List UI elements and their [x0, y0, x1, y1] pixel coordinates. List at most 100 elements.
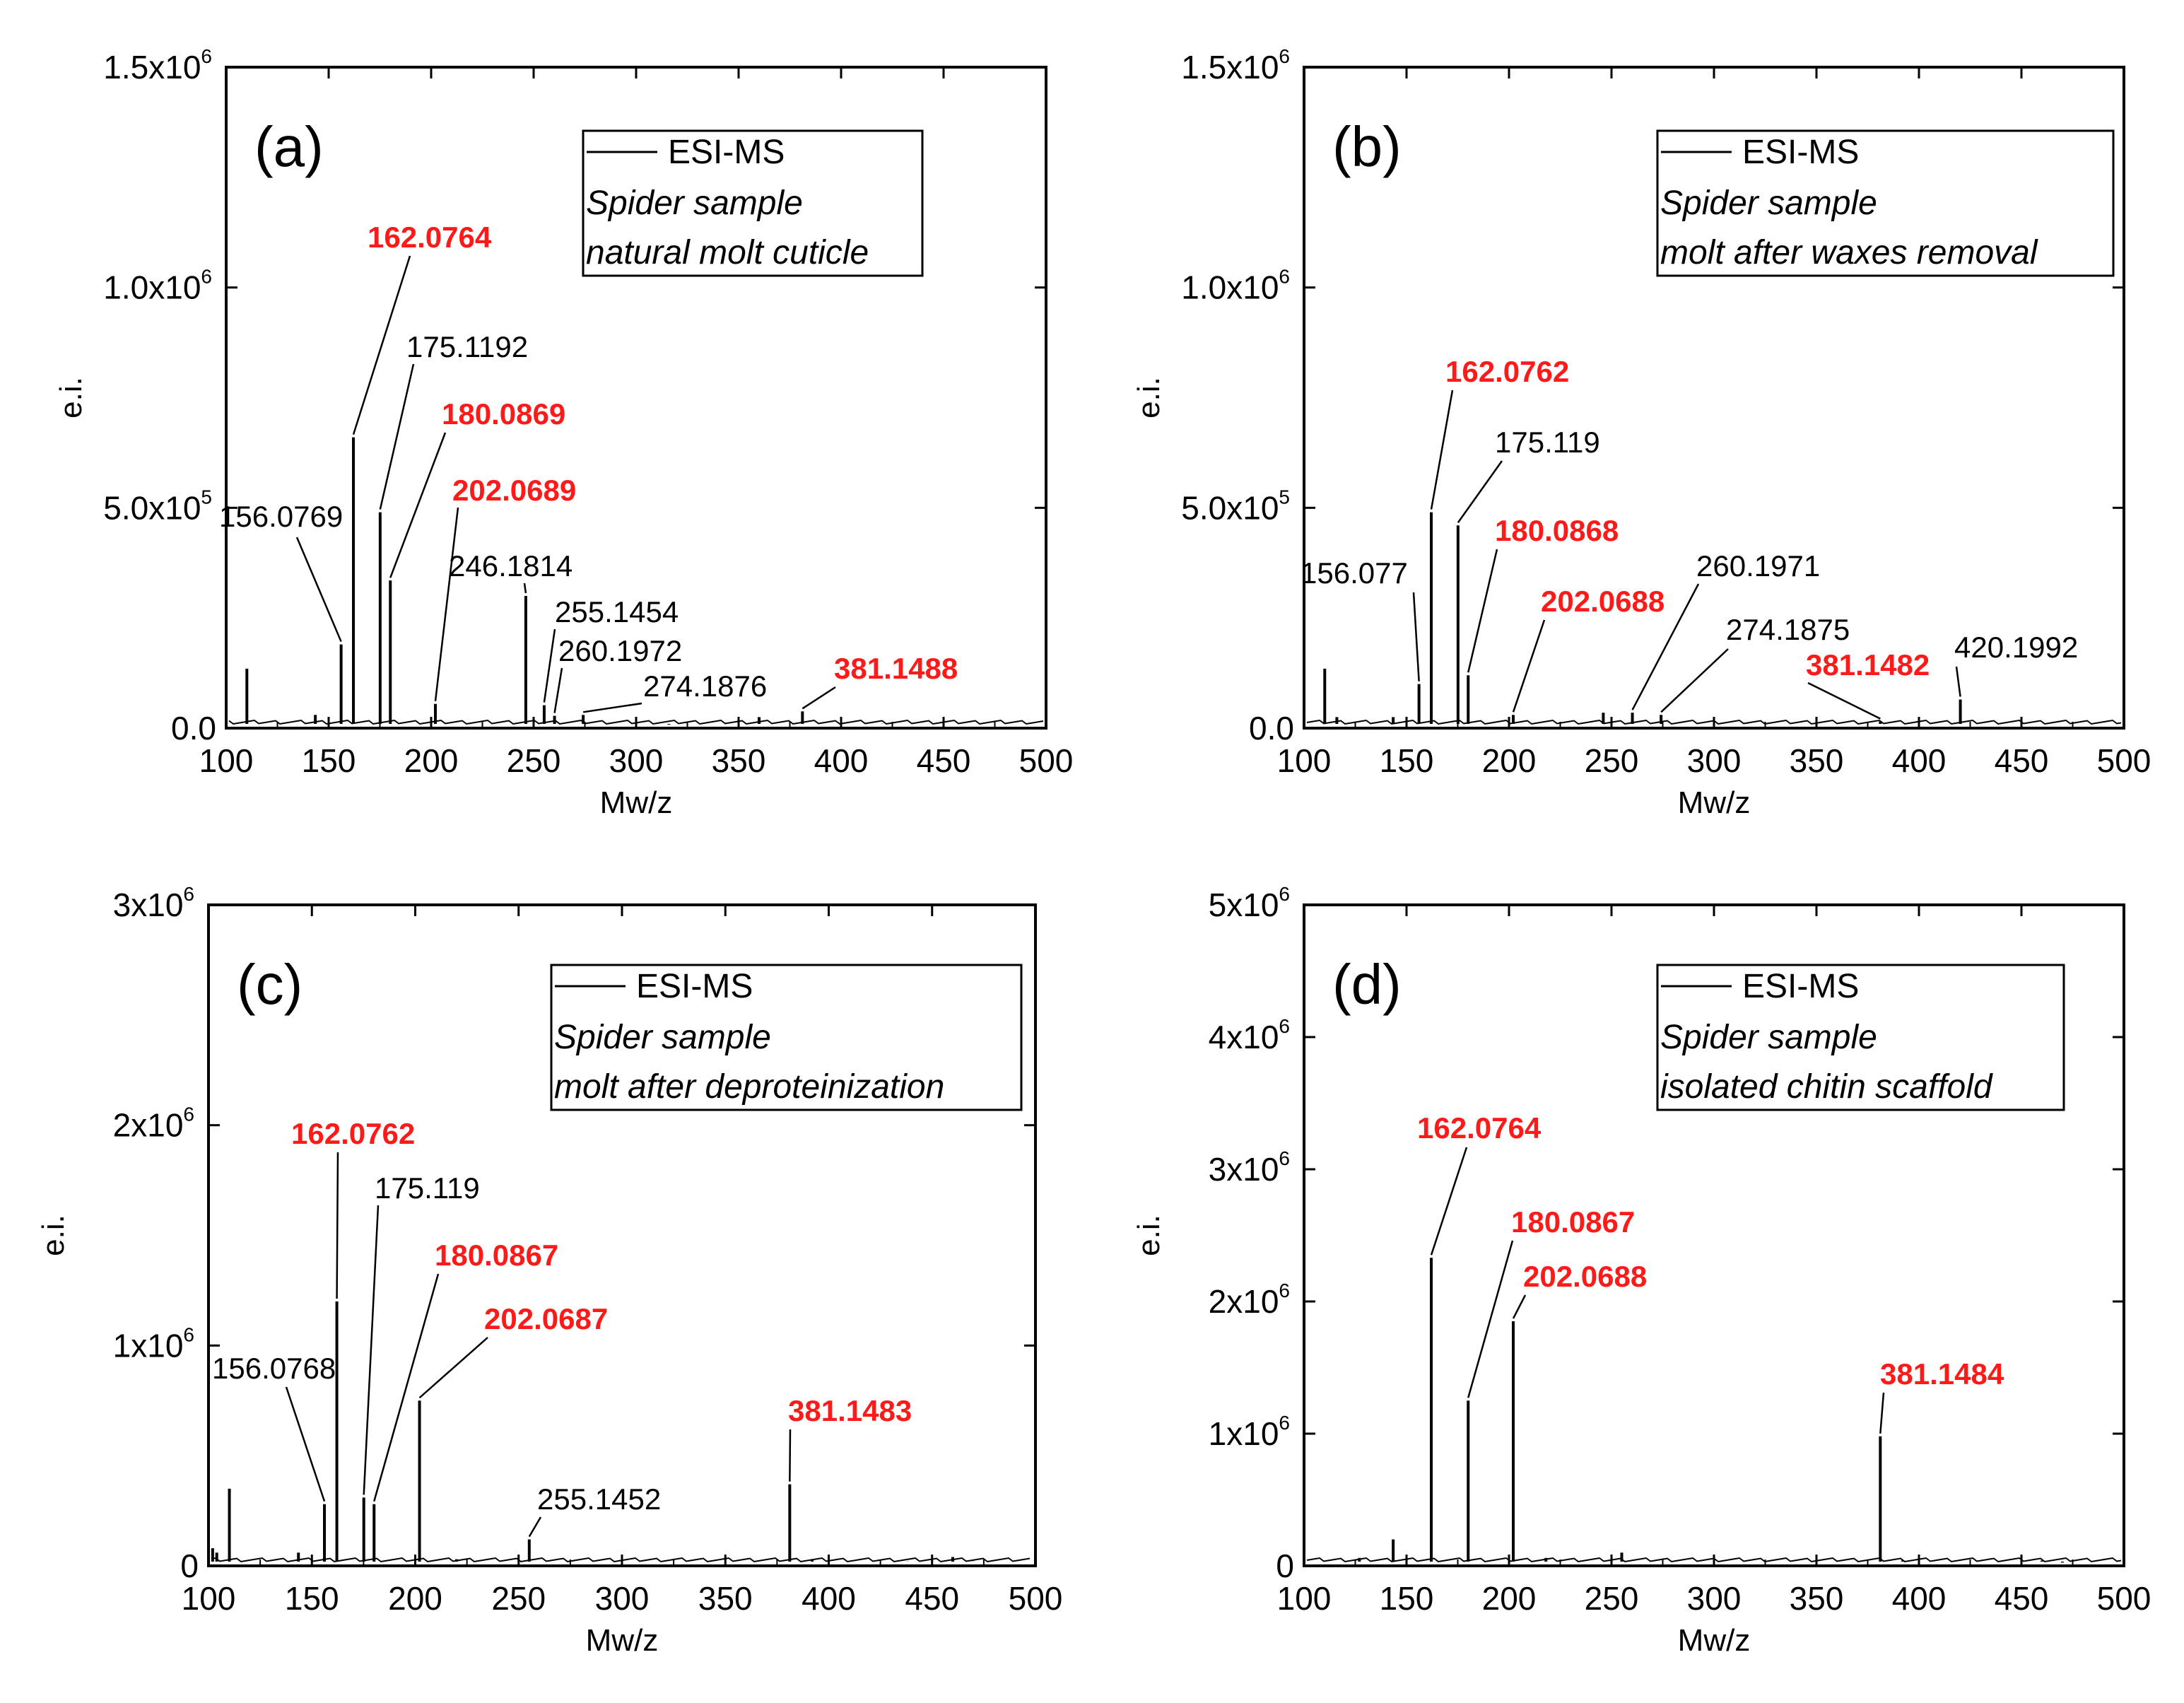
peak-leader-line — [1807, 681, 1881, 720]
y-tick-mantissa: 1.0x10 — [103, 269, 201, 306]
x-tick-label: 500 — [1009, 1580, 1063, 1617]
peak-leader-line — [418, 1337, 488, 1399]
y-tick-label: 5.0x105 — [1181, 486, 1290, 526]
baseline-trace — [211, 1557, 1031, 1563]
y-tick-label: 1.0x106 — [103, 266, 212, 306]
y-tick-mantissa: 2x10 — [1209, 1283, 1279, 1320]
x-tick-label: 350 — [698, 1580, 753, 1617]
peak-label: 255.1452 — [537, 1482, 661, 1516]
peak-label: 175.119 — [375, 1171, 480, 1205]
x-tick-label: 350 — [712, 742, 766, 779]
panel-a: 100 150 200 250 300 350 400 450 500 0.0 5.0x105 1.0… — [54, 45, 1073, 820]
x-tick-label: 200 — [404, 742, 459, 779]
peak-label: 202.0688 — [1541, 585, 1665, 618]
y-tick-mantissa: 0.0 — [1249, 710, 1294, 747]
y-tick-label: 0.0 — [171, 710, 216, 747]
x-tick-label: 100 — [182, 1580, 236, 1617]
x-tick-label: 100 — [199, 742, 254, 779]
x-tick-label: 150 — [1380, 1580, 1434, 1617]
peak-leader-line — [1660, 648, 1729, 713]
x-tick-label: 400 — [814, 742, 869, 779]
y-tick-label: 2x106 — [113, 1104, 194, 1144]
peak-leader-line — [285, 1386, 326, 1502]
y-tick-mantissa: 1.5x10 — [1181, 49, 1279, 86]
peak-label: 156.077 — [1301, 556, 1408, 590]
y-tick-label: 5.0x105 — [103, 486, 212, 526]
x-tick-label: 450 — [1995, 742, 2049, 779]
peak-label: 202.0688 — [1523, 1260, 1647, 1293]
legend-description: isolated chitin scaffold — [1660, 1068, 1993, 1106]
panel-b: 100 150 200 250 300 350 400 450 500 0.0 5.0x105 1.0… — [1132, 45, 2151, 820]
legend-box — [1656, 129, 2115, 277]
panel-label: (b) — [1332, 115, 1402, 178]
y-tick-exponent: 6 — [1279, 883, 1290, 905]
y-tick-label: 5x106 — [1209, 883, 1290, 923]
peak-leader-line — [389, 432, 447, 578]
legend-sample-label: Spider sample — [1660, 185, 1877, 222]
peak-label: 162.0764 — [368, 221, 492, 254]
peak-label: 156.0769 — [219, 500, 343, 533]
peak-label: 180.0867 — [1511, 1205, 1635, 1239]
x-tick-label: 300 — [609, 742, 664, 779]
legend-sample-label: Spider sample — [1660, 1019, 1877, 1056]
peak-label: 156.0768 — [212, 1352, 336, 1385]
peak-label: 180.0868 — [1495, 514, 1619, 547]
x-tick-label: 400 — [1892, 742, 1947, 779]
y-tick-mantissa: 0 — [1276, 1547, 1294, 1584]
x-tick-label: 300 — [1687, 1580, 1742, 1617]
peak-leader-line — [1457, 460, 1503, 523]
y-tick-mantissa: 5x10 — [1209, 886, 1279, 923]
x-tick-label: 300 — [595, 1580, 650, 1617]
y-tick-mantissa: 1x10 — [113, 1327, 184, 1364]
y-tick-label: 1x106 — [1209, 1412, 1290, 1452]
peak-label: 274.1875 — [1726, 613, 1850, 646]
y-tick-label: 0 — [180, 1547, 199, 1584]
x-tick-label: 200 — [1482, 742, 1537, 779]
x-tick-label: 500 — [1019, 742, 1074, 779]
peak-label: 381.1484 — [1880, 1357, 2004, 1391]
panel-label: (c) — [237, 953, 303, 1016]
x-tick-label: 200 — [1482, 1580, 1537, 1617]
peak-leader-line — [1467, 1240, 1514, 1398]
peak-leader-line — [1512, 1294, 1527, 1319]
peak-leader-line — [434, 507, 459, 701]
x-tick-label: 400 — [802, 1580, 856, 1617]
peak-label: 381.1488 — [834, 652, 958, 685]
peak-label: 246.1814 — [449, 549, 573, 583]
x-tick-label: 250 — [491, 1580, 546, 1617]
peak-leader-line — [553, 667, 563, 713]
y-tick-label: 0 — [1276, 1547, 1294, 1584]
peak-label: 180.0869 — [442, 397, 565, 431]
y-tick-mantissa: 4x10 — [1209, 1019, 1279, 1055]
y-tick-exponent: 6 — [183, 883, 194, 905]
peak-label: 381.1483 — [788, 1394, 912, 1427]
y-tick-mantissa: 5.0x10 — [1181, 489, 1279, 526]
legend-sample-label: Spider sample — [554, 1019, 771, 1056]
peak-label: 202.0687 — [484, 1302, 608, 1335]
x-tick-label: 250 — [507, 742, 561, 779]
legend: ESI-MS Spider sample natural molt cuticle — [582, 129, 924, 277]
x-tick-label: 150 — [285, 1580, 339, 1617]
peak-leader-line — [1430, 1147, 1468, 1256]
x-tick-label: 250 — [1585, 742, 1639, 779]
y-tick-label: 1.5x106 — [1181, 45, 1290, 86]
x-axis-title: Mw/z — [600, 785, 673, 820]
legend-box — [550, 964, 1023, 1111]
peak-label: 175.119 — [1495, 426, 1600, 459]
x-tick-label: 350 — [1790, 742, 1844, 779]
legend-description: natural molt cuticle — [586, 234, 869, 271]
legend-series-label: ESI-MS — [1742, 968, 1859, 1005]
legend: ESI-MS Spider sample molt after waxes remo… — [1656, 129, 2115, 277]
x-tick-label: 250 — [1585, 1580, 1639, 1617]
y-tick-exponent: 6 — [1279, 45, 1290, 67]
y-tick-label: 4x106 — [1209, 1015, 1290, 1055]
x-tick-label: 100 — [1277, 1580, 1332, 1617]
y-tick-label: 0.0 — [1249, 710, 1294, 747]
peak-leader-line — [1512, 619, 1546, 713]
peak-label: 260.1971 — [1696, 549, 1820, 583]
y-tick-exponent: 6 — [1279, 1147, 1290, 1169]
legend: ESI-MS Spider sample isolated chitin scaff… — [1656, 964, 2065, 1111]
y-tick-exponent: 6 — [183, 1323, 194, 1345]
peak-leader-line — [1879, 1392, 1885, 1434]
x-tick-label: 150 — [302, 742, 356, 779]
